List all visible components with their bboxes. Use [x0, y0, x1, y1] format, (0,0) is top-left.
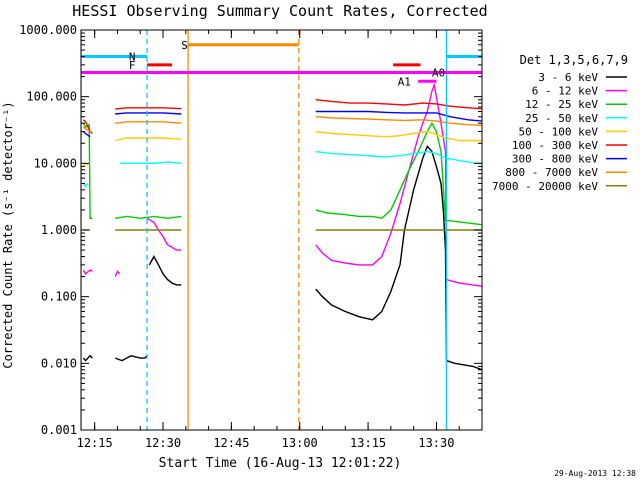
series-3-segment-1: [82, 122, 93, 220]
x-tick-label: 12:30: [145, 436, 181, 450]
legend-label-3: 12 - 25 keV: [525, 98, 598, 111]
legend-title: Det 1,3,5,6,7,9: [520, 53, 628, 67]
legend-label-8: 800 - 7000 keV: [505, 166, 598, 179]
series-7-segment-3: [315, 110, 482, 122]
y-axis-label: Corrected Count Rate (s⁻¹ detector⁻¹): [1, 101, 15, 368]
timestamp: 29-Aug-2013 12:38: [554, 469, 636, 478]
series-1-segment-3: [148, 255, 182, 286]
y-tick-label: 1000.000: [19, 23, 77, 37]
y-tick-label: 100.000: [26, 90, 77, 104]
series-1-segment-2: [114, 354, 148, 362]
series-6-segment-3: [315, 99, 482, 110]
status-bar-label-1: N: [129, 51, 136, 64]
y-tick-label: 0.001: [41, 423, 77, 437]
series-7-segment-2: [115, 112, 182, 115]
legend-label-6: 100 - 300 keV: [512, 139, 598, 152]
status-bar-label-8: A0: [432, 67, 445, 80]
series-4-segment-3: [315, 150, 482, 165]
status-bar-label-7: A1: [398, 75, 411, 88]
series-2-segment-1: [82, 269, 93, 275]
series-3-segment-2: [115, 215, 182, 220]
series-6-segment-1: [82, 119, 93, 135]
series-3-segment-3: [315, 121, 482, 226]
x-tick-label: 13:15: [350, 436, 386, 450]
legend-label-4: 25 - 50 keV: [525, 112, 598, 125]
series-8-segment-1: [82, 126, 91, 133]
x-tick-label: 13:30: [418, 436, 454, 450]
legend-label-9: 7000 - 20000 keV: [492, 180, 598, 193]
series-1-segment-1: [82, 354, 93, 362]
x-axis-label: Start Time (16-Aug-13 12:01:22): [159, 456, 402, 471]
series-5-segment-3: [315, 130, 482, 142]
status-bar-label-3: S: [181, 39, 188, 52]
y-tick-label: 0.010: [41, 356, 77, 370]
legend-label-7: 300 - 800 keV: [512, 153, 598, 166]
x-tick-label: 13:00: [282, 436, 318, 450]
series-5-segment-2: [115, 137, 182, 142]
chart-title: HESSI Observing Summary Count Rates, Cor…: [72, 2, 487, 20]
y-tick-label: 1.000: [41, 223, 77, 237]
x-tick-label: 12:15: [77, 436, 113, 450]
legend-label-2: 6 - 12 keV: [532, 85, 599, 98]
series-4-segment-1: [82, 182, 89, 188]
series-6-segment-2: [115, 107, 182, 110]
x-tick-label: 12:45: [213, 436, 249, 450]
status-bar-label-4: F: [129, 59, 136, 72]
series-8-segment-2: [115, 121, 182, 124]
series-2-segment-3: [146, 217, 182, 251]
legend-label-5: 50 - 100 keV: [519, 125, 599, 138]
legend-label-1: 3 - 6 keV: [538, 71, 598, 84]
y-tick-label: 10.000: [34, 156, 77, 170]
y-tick-label: 0.100: [41, 290, 77, 304]
series-7-segment-1: [82, 130, 91, 138]
series-4-segment-2: [119, 161, 182, 165]
series-2-segment-2: [114, 270, 121, 277]
series-2-segment-4: [315, 82, 482, 287]
series-8-segment-3: [315, 116, 482, 127]
